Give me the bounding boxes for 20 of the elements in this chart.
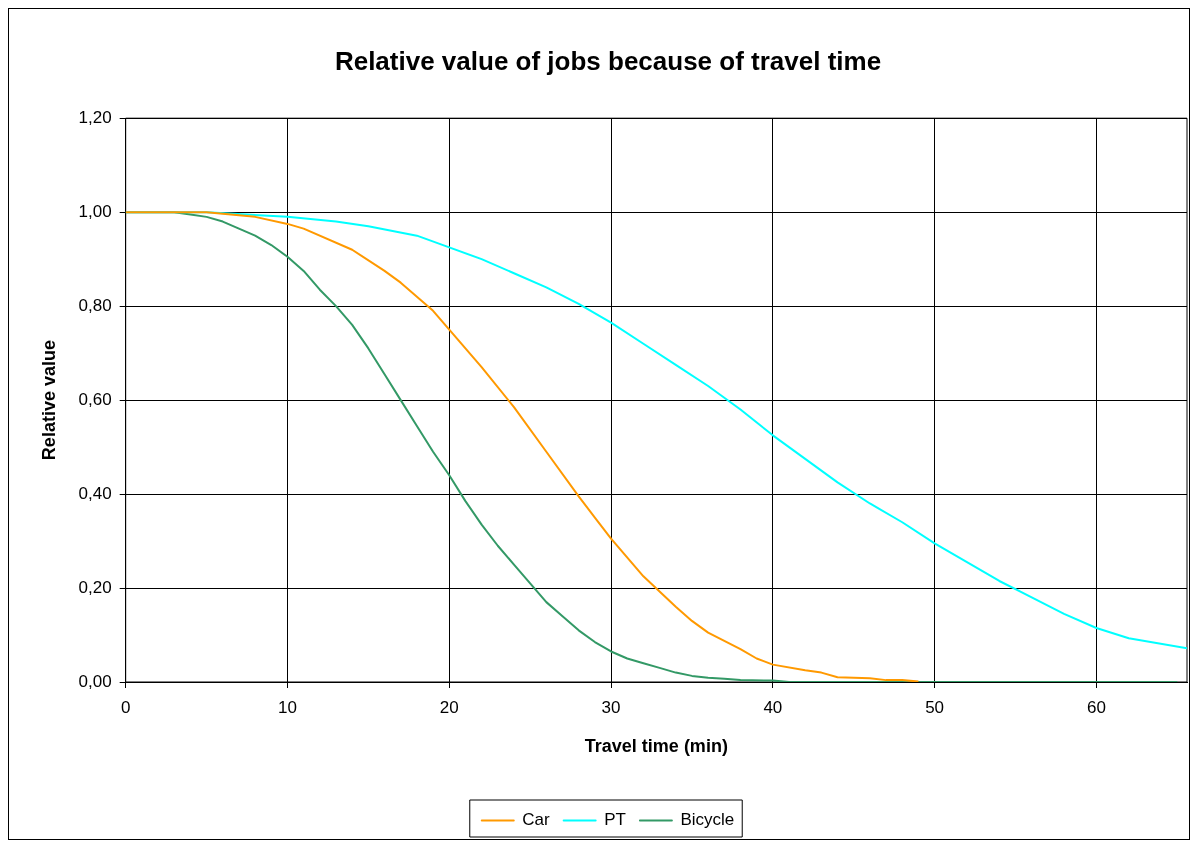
y-tick-label: 1,20 bbox=[78, 107, 112, 127]
y-axis-title: Relative value bbox=[38, 340, 59, 461]
x-axis-title: Travel time (min) bbox=[584, 736, 728, 757]
legend-label: Bicycle bbox=[680, 810, 735, 830]
x-tick-label: 10 bbox=[278, 697, 297, 717]
y-tick-label: 0,60 bbox=[78, 389, 112, 409]
x-tick-label: 40 bbox=[763, 697, 783, 717]
y-tick-label: 0,20 bbox=[78, 577, 112, 597]
legend-label: PT bbox=[604, 810, 626, 830]
y-tick-label: 0,40 bbox=[78, 483, 112, 503]
y-tick-label: 1,00 bbox=[78, 201, 112, 221]
y-tick-label: 0,80 bbox=[78, 295, 112, 315]
x-tick-label: 20 bbox=[439, 697, 459, 717]
x-tick-label: 0 bbox=[120, 697, 131, 717]
x-tick-label: 60 bbox=[1086, 697, 1106, 717]
y-tick-label: 0,00 bbox=[78, 671, 112, 691]
x-tick-label: 30 bbox=[601, 697, 621, 717]
legend-label: Car bbox=[522, 810, 550, 830]
x-tick-label: 50 bbox=[925, 697, 945, 717]
chart-title: Relative value of jobs because of travel time bbox=[334, 45, 882, 76]
